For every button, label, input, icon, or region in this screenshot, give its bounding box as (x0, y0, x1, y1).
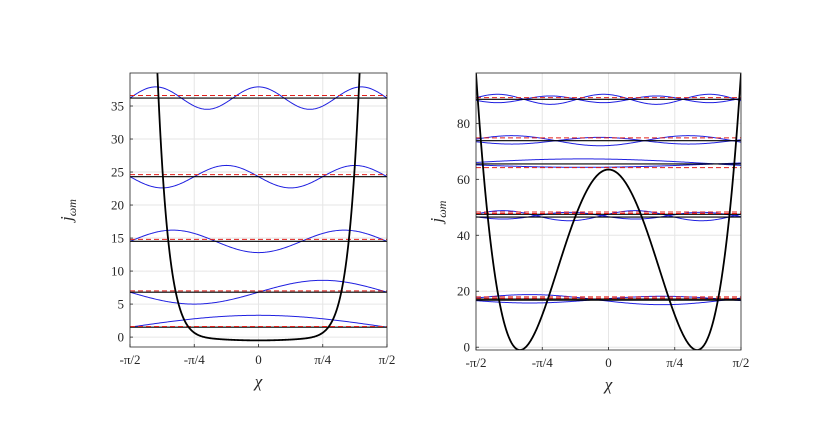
y-tick-label: 0 (118, 330, 125, 345)
x-tick-label: π/2 (379, 352, 396, 367)
y-tick-label: 25 (111, 165, 124, 180)
wavefunction-line (476, 158, 741, 166)
y-axis-label-base: j (57, 216, 76, 223)
y-tick-label: 15 (111, 231, 124, 246)
x-tick-label: -π/2 (465, 355, 486, 370)
y-tick-label: 60 (457, 172, 470, 187)
y-tick-label: 35 (111, 99, 124, 114)
x-tick-label: π/4 (666, 355, 683, 370)
y-tick-label: 0 (464, 340, 471, 355)
x-tick-label: -π/2 (119, 352, 140, 367)
x-tick-label: 0 (255, 352, 262, 367)
wavefunction-line (476, 294, 741, 306)
y-tick-label: 20 (457, 284, 470, 299)
y-axis-label: jωm (427, 200, 449, 224)
y-axis-label-sub: ωm (435, 200, 449, 217)
wavefunction-line (476, 95, 741, 104)
x-tick-label: -π/4 (532, 355, 554, 370)
x-axis-label: χ (253, 372, 263, 391)
left-plot: -π/2 -π/4 0 π/4 π/2 0 5 10 15 20 25 30 35 χ jωm (57, 72, 396, 391)
y-tick-label: 80 (457, 116, 470, 131)
x-tick-label: 0 (605, 355, 612, 370)
wavefunction-line (476, 135, 741, 147)
wavefunction-line (476, 93, 741, 105)
x-axis-label: χ (603, 375, 613, 394)
y-tick-label: 40 (457, 228, 470, 243)
right-plot: -π/2 -π/4 0 π/4 π/2 0 20 40 60 80 χ jωm (427, 72, 750, 394)
y-tick-label: 10 (111, 264, 124, 279)
x-tick-label: π/4 (314, 352, 331, 367)
wavefunction-line (130, 86, 387, 110)
wavefunction-line (130, 314, 387, 328)
y-axis-label-base: j (427, 217, 446, 224)
y-axis-label-sub: ωm (65, 199, 79, 216)
x-tick-label: π/2 (733, 355, 750, 370)
y-tick-label: 30 (111, 132, 124, 147)
potential-curve (156, 73, 361, 342)
wavefunction-line (130, 229, 387, 254)
y-tick-label: 5 (118, 297, 125, 312)
y-axis-label: jωm (57, 199, 79, 223)
y-tick-label: 20 (111, 198, 124, 213)
x-tick-label: -π/4 (184, 352, 206, 367)
